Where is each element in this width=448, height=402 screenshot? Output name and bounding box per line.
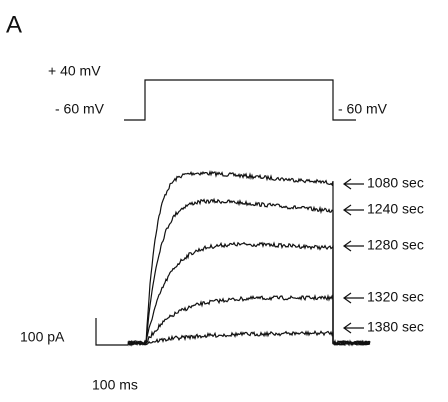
current-trace <box>127 197 371 347</box>
arrow <box>342 240 364 252</box>
panel-label: A <box>6 11 22 38</box>
protocol-low-label: - 60 mV <box>55 101 105 117</box>
trace-label: 1380 sec <box>367 319 424 335</box>
trace-label: 1280 sec <box>367 237 424 253</box>
current-trace <box>127 241 371 346</box>
arrow <box>342 178 364 190</box>
scale-bar-current: 100 pA <box>20 329 65 345</box>
current-traces: 1080 sec 1240 sec 1280 sec 1320 sec 1380 sec <box>127 170 424 347</box>
protocol-high-label: + 40 mV <box>48 63 101 79</box>
arrow <box>342 292 364 304</box>
current-trace <box>127 170 371 347</box>
trace-label: 1080 sec <box>367 175 424 191</box>
current-trace <box>127 330 371 347</box>
voltage-protocol: + 40 mV - 60 mV - 60 mV <box>48 63 388 121</box>
protocol-low-label: - 60 mV <box>338 101 388 117</box>
current-trace <box>127 293 371 346</box>
scale-bar-time: 100 ms <box>92 377 138 393</box>
scale-bar-lines <box>95 318 128 346</box>
arrow <box>342 204 364 216</box>
arrow <box>342 322 364 334</box>
trace-label: 1320 sec <box>367 289 424 305</box>
trace-label: 1240 sec <box>367 201 424 217</box>
scale-bar: 100 pA 100 ms <box>20 318 138 393</box>
protocol-step <box>124 79 356 121</box>
